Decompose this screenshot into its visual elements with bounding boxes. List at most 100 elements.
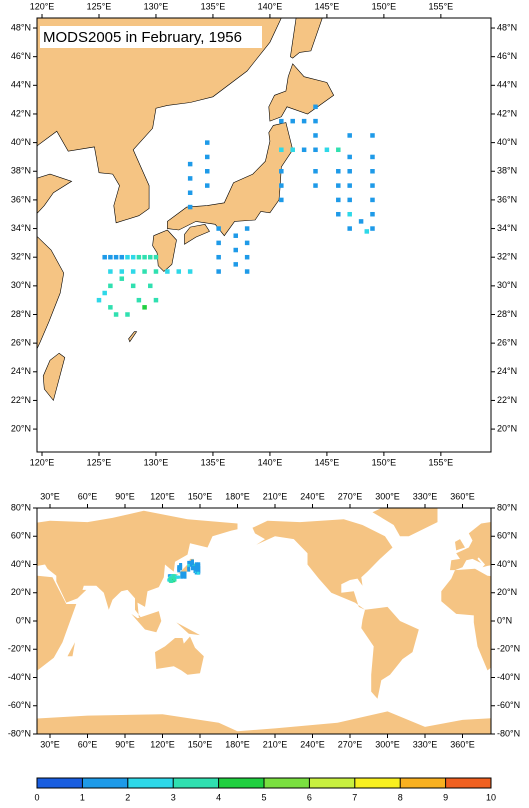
y-tick-label: 22°N: [11, 395, 31, 405]
observation: [324, 147, 330, 153]
land: [37, 714, 238, 734]
land: [37, 575, 77, 671]
axes: 120°E 120°E 125°E 125°E 130°E 130°E 135°E 135°E…: [8, 1, 520, 749]
colorbar-bin: [309, 778, 355, 788]
y-tick-label: -60°N: [8, 700, 31, 710]
observation: [119, 276, 125, 281]
land: [5, 539, 15, 550]
colorbar-label: 1: [80, 792, 85, 802]
observation: [336, 211, 341, 217]
observation: [301, 118, 307, 124]
y-tick-label: 46°N: [497, 51, 517, 61]
y-tick-label: -20°N: [8, 644, 31, 654]
regional-frame: [36, 17, 492, 453]
regional-observations: [96, 104, 375, 317]
observation: [196, 571, 200, 575]
colorbar-label: 7: [352, 792, 357, 802]
map-title: MODS2005 in February, 1956: [43, 29, 242, 46]
observation: [347, 226, 352, 231]
y-tick-label: 38°N: [497, 166, 517, 176]
y-tick-label: 0°N: [497, 615, 512, 625]
observation: [119, 269, 125, 274]
x-tick-label: 30°E: [40, 491, 60, 501]
observation: [347, 169, 352, 174]
land: [128, 331, 138, 343]
colorbar-label: 6: [307, 792, 312, 802]
observation: [216, 226, 221, 231]
colorbar-bin: [218, 778, 264, 788]
observation: [313, 118, 318, 124]
observation: [279, 118, 284, 124]
y-tick-label: 60°N: [497, 531, 517, 541]
observation: [290, 118, 295, 124]
observation: [113, 312, 119, 317]
observation: [336, 183, 341, 188]
observation: [205, 169, 210, 174]
y-tick-label: 20°N: [11, 423, 31, 433]
observation: [347, 183, 352, 188]
y-tick-label: -40°N: [497, 672, 520, 682]
x-tick-label: 155°E: [429, 457, 454, 467]
observation: [96, 297, 102, 303]
y-tick-label: 32°N: [11, 252, 31, 262]
y-tick-label: 48°N: [497, 22, 517, 32]
observation: [370, 197, 375, 203]
y-tick-label: 26°N: [497, 338, 517, 348]
observation: [108, 254, 113, 260]
y-tick-label: 32°N: [497, 252, 517, 262]
colorbar-bin: [264, 778, 310, 788]
y-tick-label: 48°N: [11, 22, 31, 32]
observation: [142, 305, 147, 310]
observation: [313, 169, 318, 174]
observation: [119, 254, 125, 260]
observation: [313, 183, 318, 188]
y-tick-label: 24°N: [497, 366, 517, 376]
x-tick-label: 360°E: [450, 491, 475, 501]
colorbar-bin: [173, 778, 219, 788]
x-tick-label: 270°E: [338, 491, 363, 501]
x-tick-label: 60°E: [78, 491, 98, 501]
observation: [179, 563, 183, 566]
observation: [244, 269, 250, 274]
y-tick-label: 38°N: [11, 166, 31, 176]
x-tick-label: 145°E: [315, 1, 340, 11]
y-tick-label: 28°N: [11, 309, 31, 319]
observation: [244, 254, 250, 260]
colorbar-bin: [127, 778, 174, 788]
x-tick-label: 140°E: [258, 457, 283, 467]
x-tick-label: 150°E: [372, 457, 397, 467]
y-tick-label: 24°N: [11, 366, 31, 376]
observation: [177, 565, 181, 569]
y-tick-label: 40°N: [11, 137, 31, 147]
x-tick-label: 150°E: [188, 739, 213, 749]
land: [290, 18, 323, 59]
observation: [168, 579, 172, 583]
observation: [177, 575, 181, 579]
y-tick-label: 42°N: [11, 108, 31, 118]
y-tick-label: 80°N: [497, 502, 517, 512]
x-tick-label: 270°E: [338, 739, 363, 749]
observation: [102, 290, 107, 296]
colorbar-label: 3: [171, 792, 176, 802]
y-tick-label: -80°N: [8, 728, 31, 738]
observation: [279, 183, 284, 188]
colorbar-label: 5: [261, 792, 266, 802]
observation: [370, 226, 375, 231]
observation: [233, 247, 238, 253]
y-tick-label: -60°N: [497, 700, 520, 710]
colorbar-label: 0: [34, 792, 39, 802]
x-tick-label: 125°E: [87, 457, 112, 467]
observation: [102, 254, 107, 260]
observation: [191, 562, 194, 566]
x-tick-label: 150°E: [372, 1, 397, 11]
x-tick-label: 210°E: [263, 739, 288, 749]
y-tick-label: 80°N: [11, 502, 31, 512]
x-tick-label: 90°E: [115, 491, 135, 501]
observation: [370, 154, 375, 160]
x-tick-label: 145°E: [315, 457, 340, 467]
observation: [191, 559, 194, 563]
observation: [180, 571, 184, 575]
land: [372, 508, 438, 537]
observation: [347, 197, 352, 203]
